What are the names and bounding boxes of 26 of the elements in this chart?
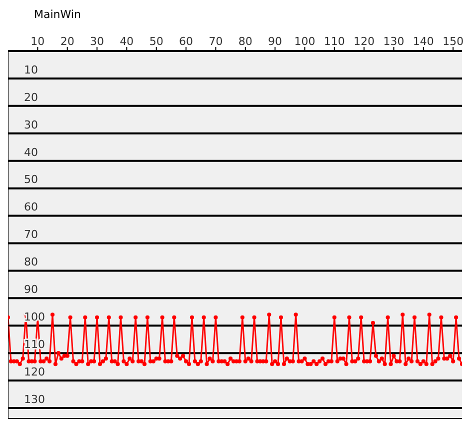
x-tick-label: 40 [120, 35, 134, 48]
y-tick-label: 90 [24, 283, 38, 296]
x-tick-label: 20 [60, 35, 74, 48]
x-tick-label: 150 [442, 35, 464, 48]
y-tick-label: 40 [24, 146, 38, 159]
x-tick-label: 120 [354, 35, 375, 48]
x-tick-label: 60 [179, 35, 194, 48]
y-tick-label: 80 [24, 256, 38, 269]
y-tick-label: 30 [24, 118, 38, 132]
x-tick-label: 90 [268, 35, 282, 48]
x-tick-label: 50 [149, 35, 164, 48]
x-tick-label: 70 [208, 35, 223, 48]
chart-title: MainWin [33, 8, 82, 23]
y-tick-label: 70 [24, 228, 38, 242]
y-tick-label: 120 [24, 365, 45, 378]
y-tick-label: 10 [24, 63, 38, 76]
x-tick-label: 140 [412, 35, 434, 48]
y-tick-label: 20 [24, 90, 38, 104]
y-tick-label: 50 [24, 173, 38, 186]
x-tick-label: 130 [383, 35, 404, 48]
x-tick-label: 30 [90, 35, 104, 48]
y-tick-label: 130 [24, 392, 45, 406]
x-tick-label: 110 [324, 35, 345, 48]
x-tick-label: 80 [238, 35, 252, 48]
y-tick-label: 60 [24, 200, 38, 214]
x-tick-label: 100 [294, 35, 316, 48]
